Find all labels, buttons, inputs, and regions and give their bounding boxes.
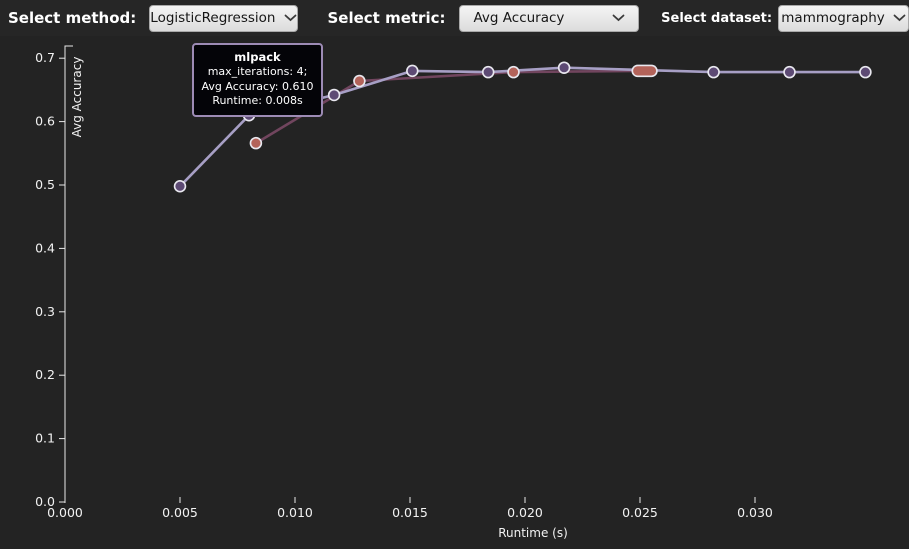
svg-text:Runtime (s): Runtime (s) bbox=[498, 526, 568, 540]
tooltip-title: mlpack bbox=[234, 50, 281, 64]
metric-select[interactable]: Avg Accuracy bbox=[459, 4, 640, 32]
svg-text:0.015: 0.015 bbox=[392, 505, 428, 520]
method-select-value: LogisticRegression bbox=[150, 10, 276, 26]
tooltip-caret-icon bbox=[252, 105, 266, 113]
tooltip-line-iterations: max_iterations: 4; bbox=[207, 65, 308, 79]
chevron-down-icon bbox=[284, 14, 296, 22]
chevron-down-icon bbox=[612, 14, 625, 22]
hover-tooltip: mlpack max_iterations: 4; Avg Accuracy: … bbox=[192, 43, 323, 117]
svg-text:0.3: 0.3 bbox=[35, 304, 55, 319]
method-select[interactable]: LogisticRegression bbox=[149, 4, 298, 32]
svg-text:0.010: 0.010 bbox=[277, 505, 313, 520]
svg-text:0.2: 0.2 bbox=[35, 367, 55, 382]
svg-text:Avg Accuracy: Avg Accuracy bbox=[70, 57, 84, 138]
dataset-select[interactable]: mammography bbox=[778, 4, 909, 32]
svg-text:0.030: 0.030 bbox=[737, 505, 773, 520]
tooltip-line-runtime: Runtime: 0.008s bbox=[212, 94, 303, 108]
svg-text:0.005: 0.005 bbox=[162, 505, 198, 520]
method-label: Select method: bbox=[8, 9, 137, 27]
tooltip-line-accuracy: Avg Accuracy: 0.610 bbox=[201, 79, 314, 93]
metric-select-value: Avg Accuracy bbox=[473, 10, 565, 26]
chevron-down-icon bbox=[893, 14, 906, 22]
svg-text:0.5: 0.5 bbox=[35, 177, 55, 192]
svg-text:0.020: 0.020 bbox=[507, 505, 543, 520]
toolbar: Select method: LogisticRegression Select… bbox=[0, 0, 909, 36]
svg-text:0.1: 0.1 bbox=[35, 431, 55, 446]
svg-text:0.4: 0.4 bbox=[35, 240, 55, 255]
svg-text:0.6: 0.6 bbox=[35, 114, 55, 129]
svg-text:0.025: 0.025 bbox=[622, 505, 658, 520]
svg-text:0.000: 0.000 bbox=[47, 505, 83, 520]
dataset-select-value: mammography bbox=[781, 10, 885, 26]
dataset-label: Select dataset: bbox=[661, 10, 773, 26]
svg-text:0.7: 0.7 bbox=[35, 50, 55, 65]
metric-label: Select metric: bbox=[327, 9, 446, 27]
svg-text:0.0: 0.0 bbox=[35, 494, 55, 509]
